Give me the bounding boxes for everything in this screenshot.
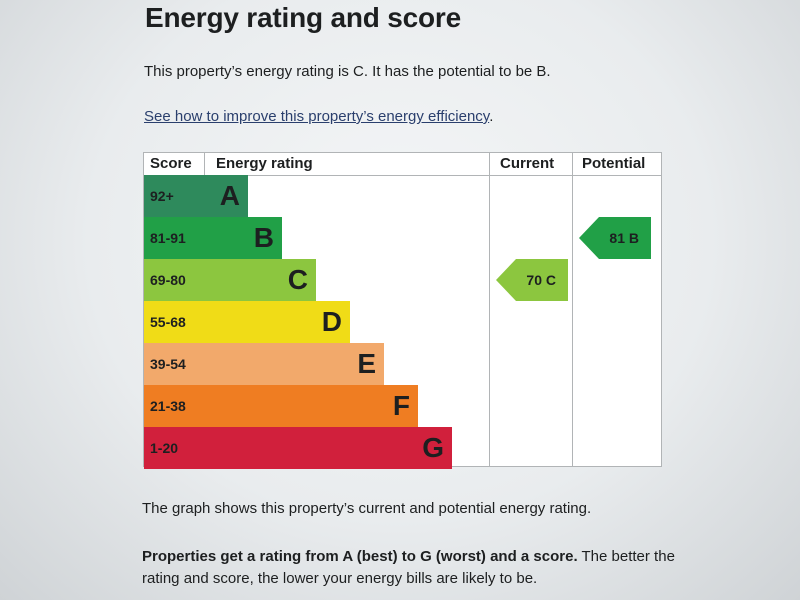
page-title: Energy rating and score (145, 2, 461, 33)
band-score-range: 92+ (150, 188, 174, 204)
band-score-range: 39-54 (150, 356, 186, 372)
rating-band-d: 55-68 D (144, 301, 350, 343)
potential-rating-arrow: 81 B (579, 217, 651, 259)
band-letter: G (422, 432, 444, 463)
rating-summary: This property’s energy rating is C. It h… (144, 63, 551, 80)
energy-rating-header: Energy rating (216, 155, 313, 172)
improve-efficiency-link[interactable]: See how to improve this property’s energ… (144, 108, 490, 125)
potential-header: Potential (582, 155, 646, 172)
current-header: Current (500, 155, 555, 172)
rating-band-e: 39-54 E (144, 343, 384, 385)
rating-band-g: 1-20 G (144, 427, 452, 469)
band-letter: E (357, 348, 376, 379)
rating-band-c: 69-80 C (144, 259, 316, 301)
graph-description: The graph shows this property’s current … (142, 500, 592, 517)
band-letter: D (321, 306, 342, 337)
improve-link-paragraph: See how to improve this property’s energ… (144, 108, 493, 125)
potential-rating-label: 81 B (609, 230, 639, 246)
rating-explanation: Properties get a rating from A (best) to… (142, 546, 682, 590)
improve-link-suffix: . (489, 108, 494, 125)
band-score-range: 55-68 (150, 314, 186, 330)
band-letter: F (392, 390, 410, 421)
potential-column-divider (572, 153, 573, 466)
potential-arrow-tip (579, 217, 599, 259)
rating-explanation-bold: Properties get a rating from A (best) to… (142, 548, 578, 565)
current-rating-label: 70 C (526, 272, 556, 288)
band-score-range: 21-38 (150, 398, 186, 414)
band-score-range: 81-91 (150, 230, 186, 246)
rating-band-f: 21-38 F (144, 385, 418, 427)
current-rating-arrow: 70 C (496, 259, 568, 301)
band-score-range: 69-80 (150, 272, 186, 288)
current-column-divider (489, 153, 490, 466)
band-letter: A (219, 180, 240, 211)
rating-explanation-rest: The better the rating and score, the low… (142, 548, 675, 587)
energy-rating-chart: Score Energy rating Current Potential 92… (143, 152, 662, 469)
rating-band-b: 81-91 B (144, 217, 282, 259)
rating-band-a: 92+ A (144, 175, 248, 217)
header-rule (144, 175, 661, 176)
header-divider (204, 153, 205, 175)
band-letter: B (253, 222, 274, 253)
score-header: Score (150, 155, 192, 172)
current-arrow-tip (496, 259, 516, 301)
band-score-range: 1-20 (150, 440, 179, 456)
band-letter: C (287, 264, 308, 295)
